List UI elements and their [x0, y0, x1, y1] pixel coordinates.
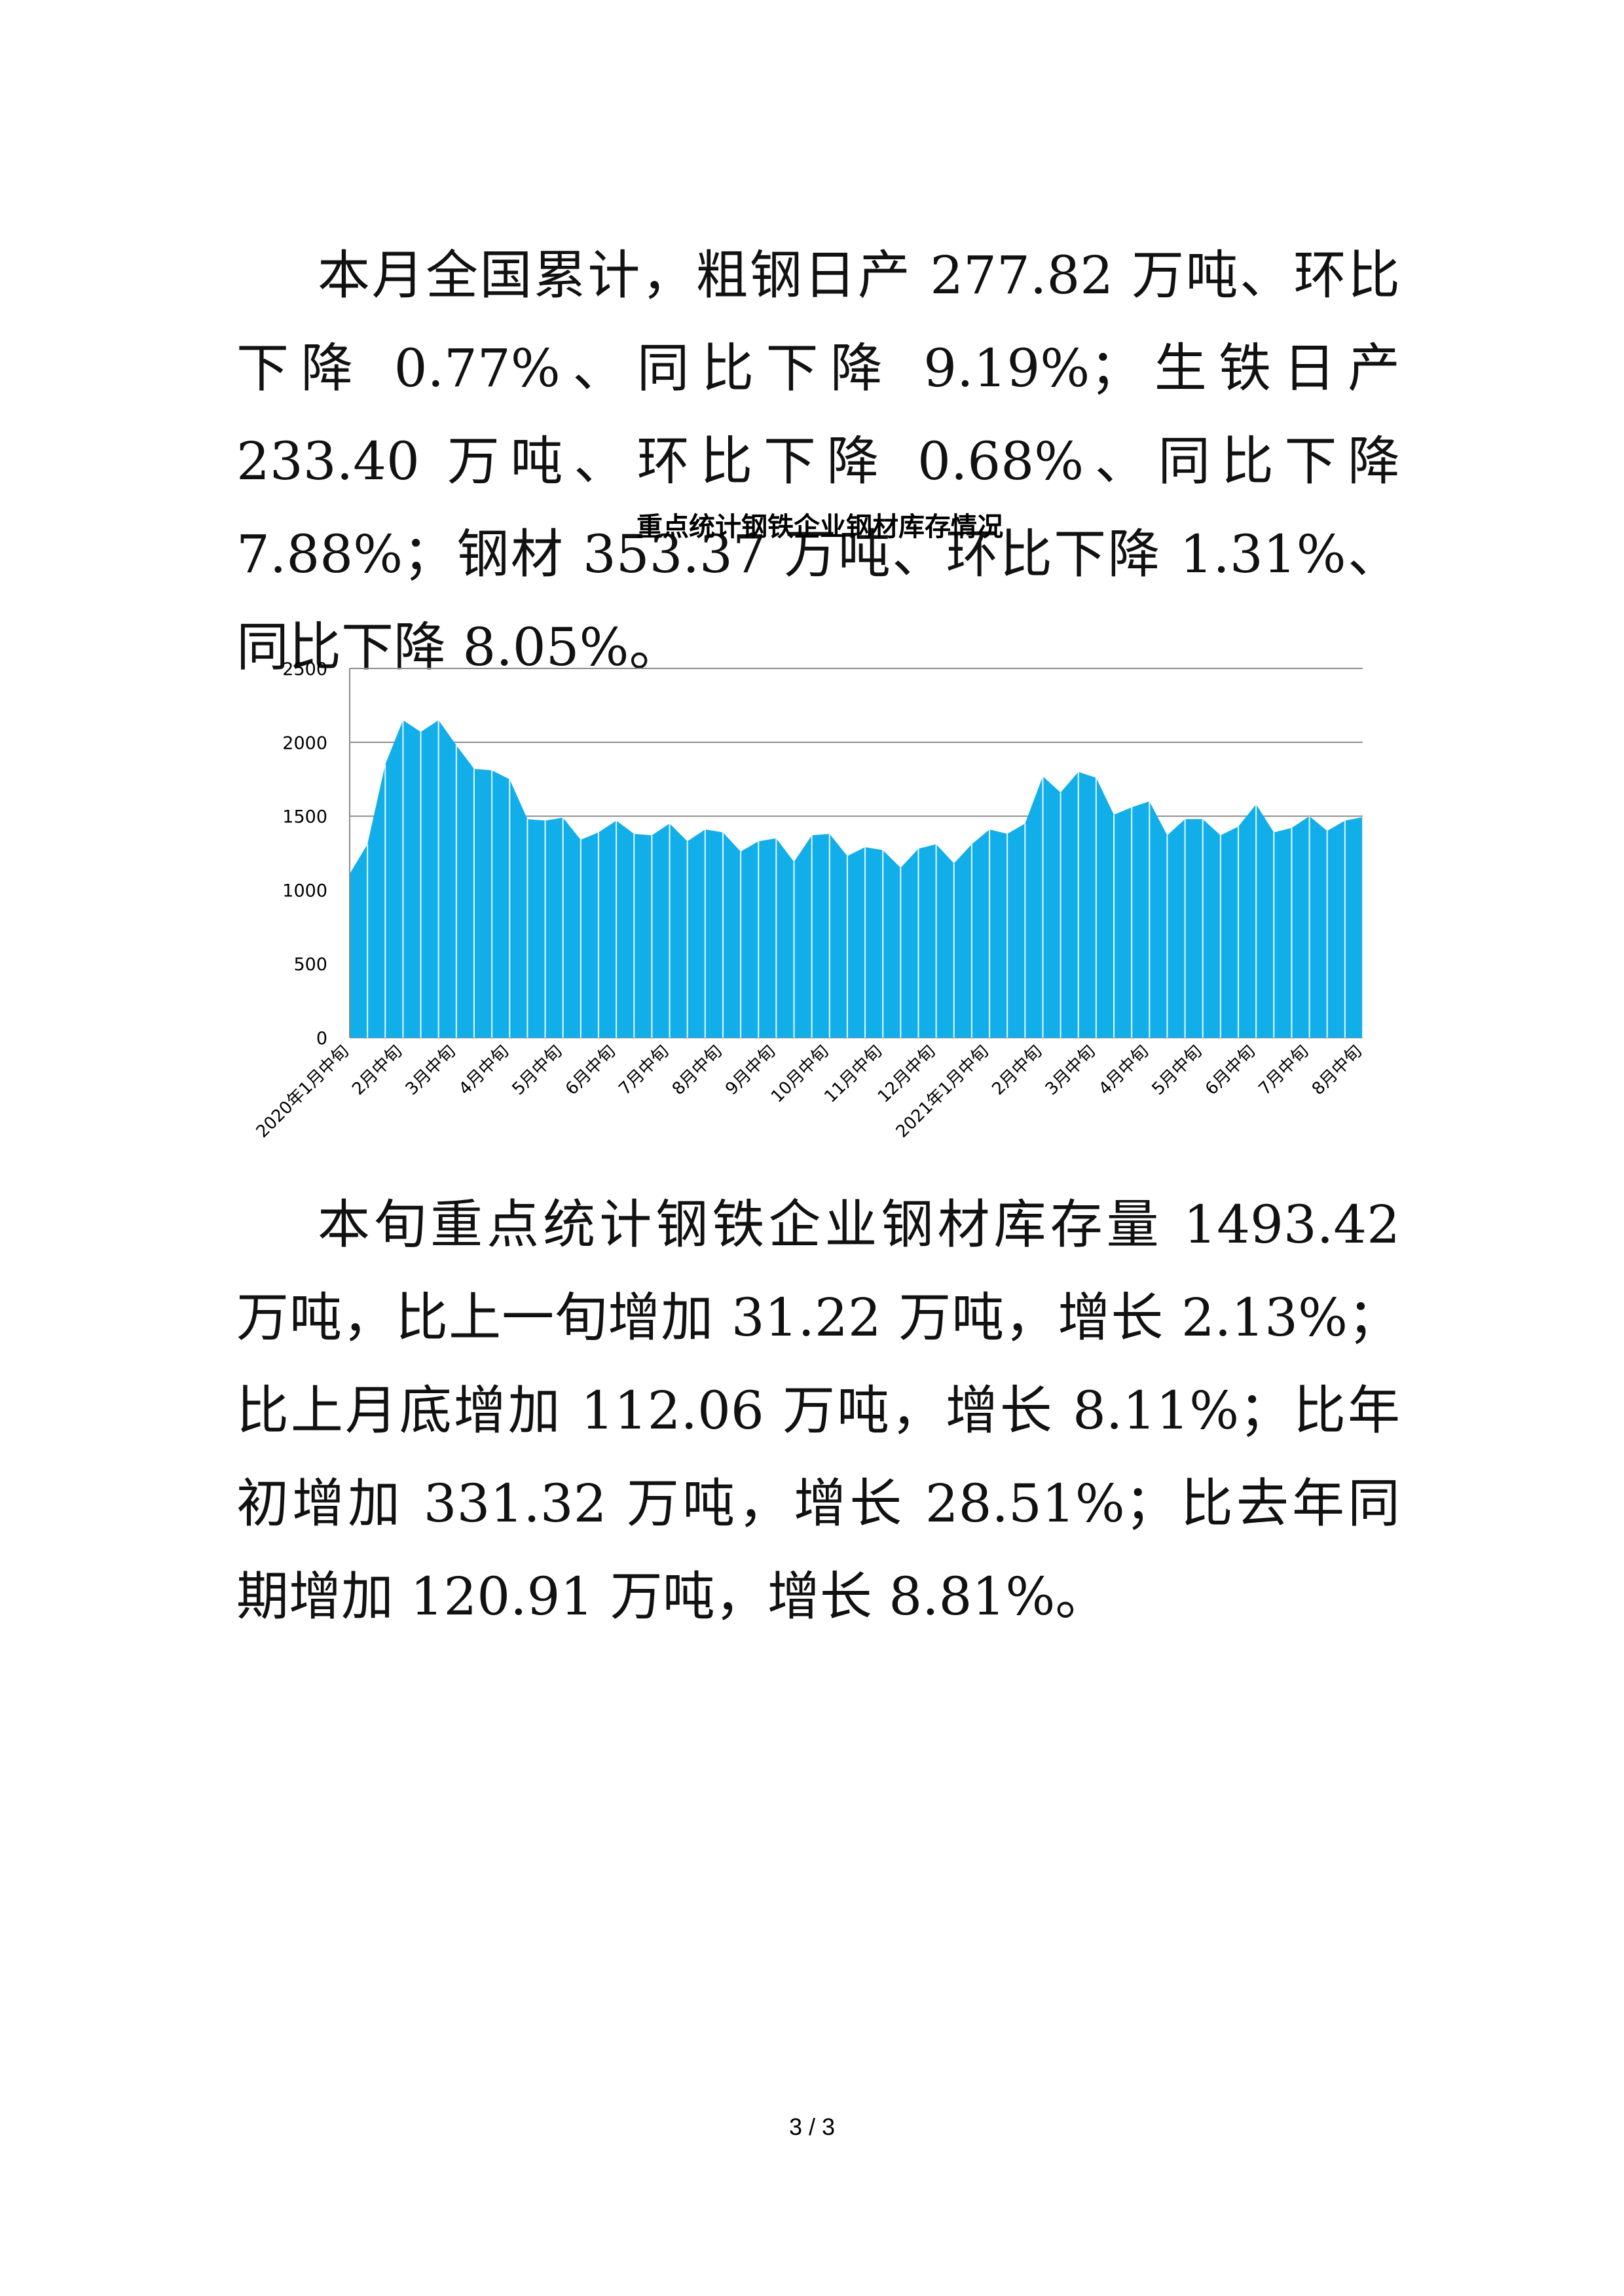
x-tick-label: 2020年1月中旬: [253, 1042, 353, 1142]
x-tick-label: 8月中旬: [669, 1042, 726, 1099]
x-tick-label: 4月中旬: [455, 1042, 513, 1099]
y-tick-label: 1500: [282, 807, 327, 828]
x-tick-label: 4月中旬: [1095, 1042, 1153, 1099]
x-tick-label: 10月中旬: [767, 1042, 833, 1107]
area: [350, 720, 1363, 1038]
x-tick-label: 11月中旬: [821, 1042, 886, 1107]
chart-title: 重点统计钢铁企业钢材库存情况: [637, 512, 1003, 542]
y-tick-label: 2500: [282, 659, 327, 680]
x-tick-label: 2021年1月中旬: [893, 1042, 993, 1142]
x-tick-label: 6月中旬: [562, 1042, 619, 1099]
y-tick-label: 1000: [282, 881, 327, 901]
x-tick-label: 8月中旬: [1308, 1042, 1366, 1099]
page-number: 3 / 3: [788, 2113, 836, 2140]
x-tick-label: 2月中旬: [348, 1042, 406, 1099]
y-tick-label: 500: [293, 955, 327, 975]
paragraph: 本月全国累计，粗钢日产 277.82 万吨、环比下降 0.77%、同比下降 9.…: [236, 245, 1400, 678]
y-tick-label: 2000: [282, 733, 327, 754]
x-tick-label: 5月中旬: [509, 1042, 566, 1099]
paragraph: 本旬重点统计钢铁企业钢材库存量 1493.42 万吨，比上一旬增加 31.22 …: [236, 1194, 1400, 1627]
y-tick-label: 0: [316, 1029, 327, 1049]
x-tick-label: 7月中旬: [615, 1042, 673, 1099]
x-tick-label: 7月中旬: [1255, 1042, 1312, 1099]
chart: 重点统计钢铁企业钢材库存情况 0 500 1000 1500 2000 2500 2020年…: [253, 512, 1366, 1142]
x-tick-label: 3月中旬: [1042, 1042, 1099, 1099]
x-tick-label: 5月中旬: [1149, 1042, 1206, 1099]
x-tick-label: 3月中旬: [402, 1042, 460, 1099]
x-tick-label: 6月中旬: [1202, 1042, 1259, 1099]
x-tick-label: 2月中旬: [988, 1042, 1046, 1099]
